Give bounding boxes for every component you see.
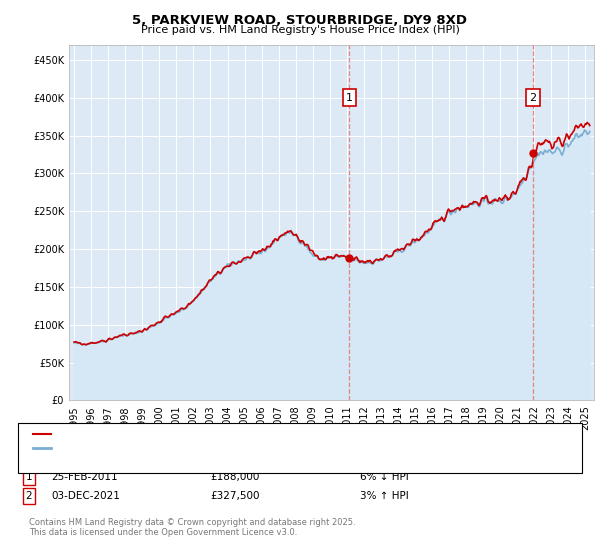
Text: £327,500: £327,500 <box>210 491 260 501</box>
Text: Contains HM Land Registry data © Crown copyright and database right 2025.
This d: Contains HM Land Registry data © Crown c… <box>29 518 355 538</box>
Text: 3% ↑ HPI: 3% ↑ HPI <box>360 491 409 501</box>
Text: HPI: Average price, detached house, Dudley: HPI: Average price, detached house, Dudl… <box>57 443 272 453</box>
Text: 6% ↓ HPI: 6% ↓ HPI <box>360 472 409 482</box>
Text: 2: 2 <box>529 93 536 103</box>
Text: 1: 1 <box>346 93 353 103</box>
Text: £188,000: £188,000 <box>210 472 259 482</box>
Text: 5, PARKVIEW ROAD, STOURBRIDGE, DY9 8XD: 5, PARKVIEW ROAD, STOURBRIDGE, DY9 8XD <box>133 14 467 27</box>
Text: Price paid vs. HM Land Registry's House Price Index (HPI): Price paid vs. HM Land Registry's House … <box>140 25 460 35</box>
Text: 03-DEC-2021: 03-DEC-2021 <box>51 491 120 501</box>
Text: 1: 1 <box>25 472 32 482</box>
Text: 25-FEB-2011: 25-FEB-2011 <box>51 472 118 482</box>
Text: 2: 2 <box>25 491 32 501</box>
Text: 5, PARKVIEW ROAD, STOURBRIDGE, DY9 8XD (detached house): 5, PARKVIEW ROAD, STOURBRIDGE, DY9 8XD (… <box>57 429 367 439</box>
